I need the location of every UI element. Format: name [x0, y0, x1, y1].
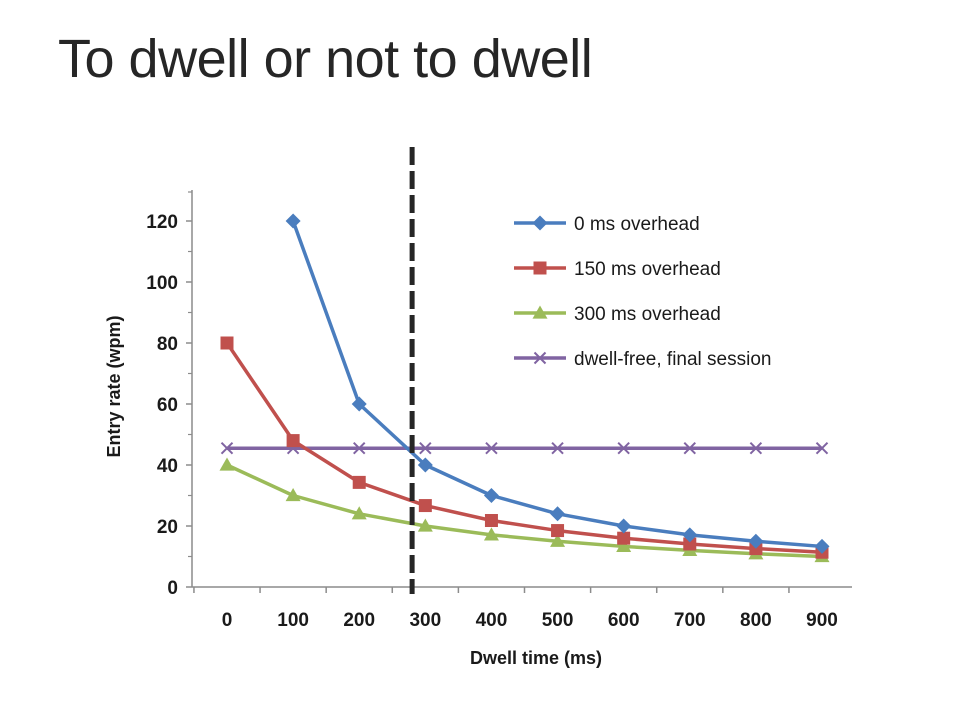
y-tick-label: 0: [167, 578, 178, 599]
legend-item: 0 ms overhead: [514, 214, 700, 235]
data-point: [419, 442, 432, 455]
y-tick-label: 120: [146, 212, 178, 233]
data-point: [815, 442, 829, 455]
data-point-stroke: [419, 442, 432, 455]
legend-marker: [532, 305, 548, 319]
series-line: [225, 342, 823, 554]
data-point: [285, 213, 301, 229]
data-point: [749, 442, 763, 455]
data-point: [484, 514, 498, 528]
data-point: [551, 524, 565, 538]
x-tick-label: 300: [409, 610, 441, 631]
legend-item: 150 ms overhead: [514, 259, 721, 280]
y-tick-label: 100: [146, 273, 178, 294]
data-point: [814, 538, 830, 554]
x-tick-label: 500: [542, 610, 574, 631]
legend-label: 150 ms overhead: [574, 259, 721, 280]
x-tick-label: 200: [343, 610, 375, 631]
series-square-group: [220, 336, 829, 559]
data-point: [616, 538, 632, 553]
x-tick-label: 700: [674, 610, 706, 631]
chart-legend: 0 ms overhead 150 ms overhead 300 ms overh…: [514, 214, 771, 370]
data-point: [220, 442, 234, 455]
legend-item: dwell-free, final session: [514, 349, 771, 370]
data-point-stroke: [617, 442, 630, 455]
legend-label: 0 ms overhead: [574, 214, 700, 235]
data-point: [682, 527, 698, 543]
data-point: [483, 488, 499, 503]
data-point-stroke: [683, 442, 696, 455]
chart-series: [219, 213, 830, 563]
y-tick-label: 80: [157, 334, 178, 355]
data-point: [417, 518, 433, 532]
data-point-stroke: [551, 442, 564, 455]
data-point: [616, 518, 632, 534]
x-tick-label: 900: [806, 610, 838, 631]
data-point: [353, 442, 366, 455]
x-tick-label: 100: [277, 610, 309, 631]
data-point: [285, 488, 301, 502]
data-point: [550, 533, 566, 547]
data-point: [352, 475, 366, 489]
data-point-stroke: [485, 442, 498, 455]
legend-label: 300 ms overhead: [574, 304, 721, 325]
data-point: [617, 442, 630, 455]
x-tick-label: 600: [608, 610, 640, 631]
data-point: [483, 527, 499, 541]
data-point: [351, 396, 367, 412]
data-point-stroke: [749, 442, 763, 455]
y-axis-title: Entry rate (wpm): [104, 315, 124, 457]
series-diamond-group: [285, 213, 830, 554]
legend-marker-stroke: [533, 351, 547, 365]
data-point: [748, 533, 764, 549]
data-point: [219, 457, 235, 471]
legend-label: dwell-free, final session: [574, 349, 771, 370]
x-axis-title: Dwell time (ms): [470, 648, 602, 668]
chart-axes: 0 20 40 60 80 100 120 0 100 200 300 400 500 600 700 800…: [146, 190, 852, 631]
data-point: [351, 506, 367, 520]
data-point-stroke: [815, 442, 829, 455]
x-tick-label: 800: [740, 610, 772, 631]
data-point: [418, 499, 432, 513]
data-point: [220, 336, 234, 350]
data-point: [485, 442, 498, 455]
series-x-group: [220, 442, 829, 455]
y-tick-label: 60: [157, 395, 178, 416]
data-point: [683, 442, 696, 455]
data-point: [683, 537, 697, 551]
x-tick-label: 0: [222, 610, 233, 631]
y-tick-label: 40: [157, 456, 178, 477]
legend-marker: [532, 215, 548, 231]
series-line: [226, 463, 823, 559]
legend-marker: [533, 261, 547, 275]
data-point: [417, 457, 433, 473]
data-point: [286, 434, 300, 448]
slide-title: To dwell or not to dwell: [58, 29, 593, 89]
data-point: [617, 531, 631, 545]
data-point: [550, 506, 566, 522]
data-point-stroke: [353, 442, 366, 455]
x-tick-label: 400: [476, 610, 508, 631]
data-point-stroke: [220, 442, 234, 455]
data-point: [551, 442, 564, 455]
legend-marker: [533, 351, 547, 365]
series-line: [291, 220, 823, 549]
legend-item: 300 ms overhead: [514, 304, 721, 325]
y-tick-label: 20: [157, 517, 178, 538]
